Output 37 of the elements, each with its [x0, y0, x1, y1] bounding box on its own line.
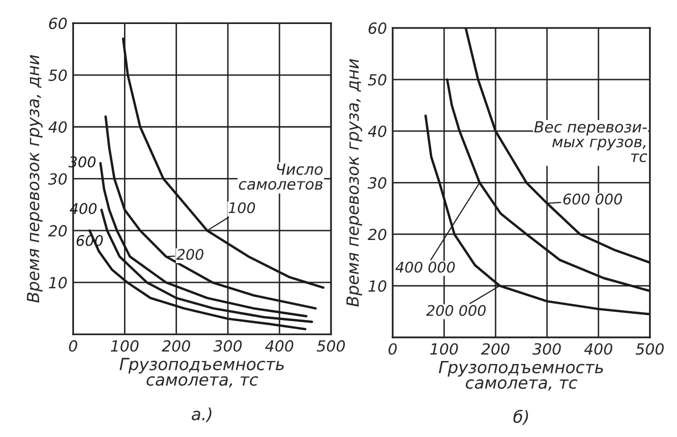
y-axis-title: Время перевозок груза, дни: [346, 58, 362, 307]
text: а.): [192, 407, 212, 422]
x-tick-label: 0: [69, 340, 78, 352]
x-axis-title: Грузоподъемность самолета, тс: [438, 360, 603, 391]
x-tick-label: 300: [532, 343, 561, 355]
x-axis-title: Грузоподъемность самолета, тс: [120, 358, 284, 388]
x-tick-label: 100: [110, 340, 139, 352]
y-tick-label: 10: [48, 276, 67, 288]
legend-label: 600 000: [563, 194, 622, 205]
x-tick-label: 400: [584, 343, 612, 355]
x-tick-label: 400: [265, 340, 294, 352]
y-tick-label: 60: [49, 18, 67, 30]
y-axis-title: Время перевозок груза, дни: [26, 55, 43, 303]
text: б): [513, 410, 528, 425]
x-tick-label: 500: [636, 343, 664, 355]
x-tick-label: 200: [481, 343, 510, 355]
y-tick-label: 30: [48, 173, 67, 185]
legend-label: 200: [176, 248, 204, 260]
y-tick-label: 50: [368, 74, 386, 86]
series-label: 200 000: [426, 304, 486, 316]
y-tick-label: 60: [368, 22, 386, 34]
legend-title: Вес перевози- мых грузов, тс: [534, 121, 648, 162]
x-tick-label: 0: [388, 343, 397, 355]
y-tick-label: 20: [48, 225, 67, 237]
x-tick-label: 500: [316, 340, 345, 352]
x-tick-label: 100: [430, 343, 458, 355]
y-tick-label: 10: [368, 280, 386, 292]
series-label: 100: [228, 202, 255, 214]
y-tick-label: 20: [368, 228, 386, 240]
legend-title: Число самолетов: [238, 164, 323, 190]
y-tick-label: 40: [368, 126, 386, 138]
x-tick-label: 200: [162, 340, 190, 352]
y-tick-label: 40: [48, 121, 67, 133]
text: 400 000: [395, 262, 455, 273]
y-tick-label: 50: [48, 69, 67, 82]
y-tick-label: 30: [368, 177, 386, 189]
x-tick-label: 300: [213, 340, 242, 352]
